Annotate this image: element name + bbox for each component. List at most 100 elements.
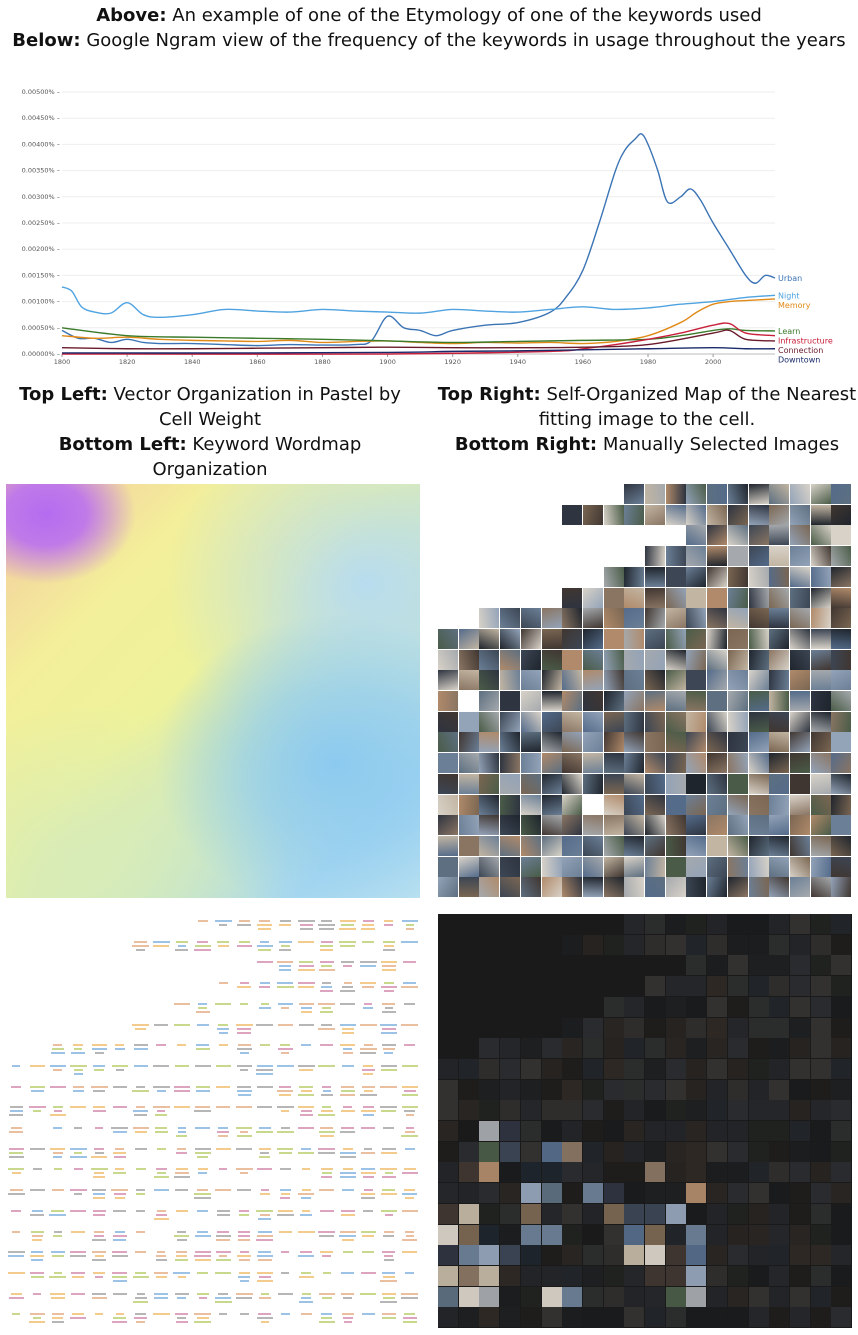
wordmap-word-mark xyxy=(380,1151,397,1154)
wordmap-cell xyxy=(379,1249,400,1266)
som-image-cell xyxy=(458,794,479,815)
series-label-night: Night xyxy=(778,291,800,300)
selected-image-cell xyxy=(789,1245,810,1266)
wordmap-word-mark xyxy=(277,1023,293,1026)
som-image-cell xyxy=(479,815,500,836)
wordmap-word-mark xyxy=(31,1259,44,1262)
wordmap-cell xyxy=(337,1166,358,1183)
wordmap-word-mark xyxy=(112,1275,128,1278)
som-image-cell xyxy=(789,628,810,649)
selected-image-cell xyxy=(438,1245,459,1266)
som-image-cell xyxy=(645,794,666,815)
som-image-cell xyxy=(789,649,810,670)
wordmap-cell xyxy=(110,1311,131,1328)
selected-image-cell xyxy=(686,1038,707,1059)
wordmap-cell xyxy=(399,980,420,997)
wordmap-word-mark xyxy=(135,1313,147,1316)
selected-image-cell xyxy=(624,1079,645,1100)
som-image-cell xyxy=(562,794,583,815)
som-image-cell xyxy=(458,835,479,856)
wordmap-word-mark xyxy=(12,1313,21,1316)
wordmap-word-mark xyxy=(298,1002,314,1005)
som-image-cell xyxy=(582,732,603,753)
som-image-cell xyxy=(789,711,810,732)
wordmap-word-mark xyxy=(93,1064,106,1067)
selected-image-cell xyxy=(810,1307,831,1328)
som-image-cell xyxy=(603,628,624,649)
wordmap-word-mark xyxy=(194,1151,211,1154)
som-image-cell xyxy=(645,732,666,753)
wordmap-word-mark xyxy=(340,990,356,993)
wordmap-cell xyxy=(6,1187,27,1204)
som-image-cell xyxy=(603,753,624,774)
wordmap-cell xyxy=(192,1187,213,1204)
wordmap-word-mark xyxy=(341,1085,355,1088)
wordmap-word-mark xyxy=(113,1155,126,1158)
wordmap-word-mark xyxy=(281,1006,290,1009)
wordmap-word-mark xyxy=(258,1217,272,1220)
wordmap-word-mark xyxy=(135,1027,147,1030)
wordmap-word-mark xyxy=(260,1321,269,1324)
wordmap-word-mark xyxy=(93,1106,106,1109)
som-image-cell xyxy=(831,773,852,794)
selected-image-cell xyxy=(831,1058,852,1079)
wordmap-word-mark xyxy=(8,1296,24,1299)
wordmap-word-mark xyxy=(93,1197,106,1200)
wordmap-word-mark xyxy=(215,1251,231,1254)
selected-image-cell xyxy=(707,1245,728,1266)
series-line-urban xyxy=(61,133,776,347)
wordmap-cell xyxy=(192,1125,213,1142)
wordmap-word-mark xyxy=(298,1093,315,1096)
wordmap-word-mark xyxy=(256,1271,273,1274)
wordmap-word-mark xyxy=(175,1189,189,1192)
som-image-cell xyxy=(707,525,728,546)
som-image-cell xyxy=(769,649,790,670)
wordmap-word-mark xyxy=(113,1238,127,1241)
wordmap-word-mark xyxy=(339,920,356,922)
selected-image-cell xyxy=(562,1141,583,1162)
som-image-cell xyxy=(562,649,583,670)
wordmap-cell xyxy=(337,1229,358,1246)
wordmap-cell xyxy=(296,1084,317,1101)
selected-image-cell xyxy=(479,1245,500,1266)
selected-image-cell xyxy=(541,1183,562,1204)
wordmap-word-mark xyxy=(382,1189,396,1192)
selected-image-cell xyxy=(458,1203,479,1224)
som-image-cell xyxy=(603,835,624,856)
wordmap-word-mark xyxy=(301,1296,312,1299)
wordmap-word-mark xyxy=(362,1234,375,1237)
wordmap-word-mark xyxy=(92,1189,107,1192)
wordmap-word-mark xyxy=(258,928,272,930)
wordmap-word-mark xyxy=(177,1131,186,1133)
wordmap-cell xyxy=(399,1001,420,1018)
wordmap-word-mark xyxy=(53,1234,63,1237)
som-image-cell xyxy=(624,856,645,877)
selected-image-cell xyxy=(810,1100,831,1121)
wordmap-cell xyxy=(275,1042,296,1059)
wordmap-word-mark xyxy=(276,1213,294,1216)
wordmap-word-mark xyxy=(339,1230,356,1233)
wordmap-word-mark xyxy=(258,1127,271,1129)
wordmap-cell xyxy=(130,1022,151,1039)
wordmap-cell xyxy=(47,1063,68,1080)
som-image-cell xyxy=(769,815,790,836)
wordmap-word-mark xyxy=(132,1275,149,1278)
selected-image-cell xyxy=(686,1058,707,1079)
y-tick-label: 0.00050% – xyxy=(22,324,60,332)
selected-image-cell xyxy=(582,1141,603,1162)
wordmap-word-mark xyxy=(321,1317,333,1320)
wordmap-word-mark xyxy=(341,924,355,926)
wordmap-word-mark xyxy=(276,1064,294,1067)
wordmap-cell xyxy=(358,1291,379,1308)
wordmap-word-mark xyxy=(339,1176,356,1179)
selected-image-cell xyxy=(831,1121,852,1142)
wordmap-word-mark xyxy=(153,1189,169,1192)
wordmap-cell xyxy=(399,959,420,976)
som-image-cell xyxy=(707,587,728,608)
wordmap-word-mark xyxy=(321,1172,332,1175)
chart-grid xyxy=(62,91,775,355)
wordmap-word-mark xyxy=(256,1255,273,1258)
wordmap-word-mark xyxy=(277,1089,294,1092)
wordmap-word-mark xyxy=(237,1255,252,1258)
wordmap-word-mark xyxy=(112,1292,127,1295)
